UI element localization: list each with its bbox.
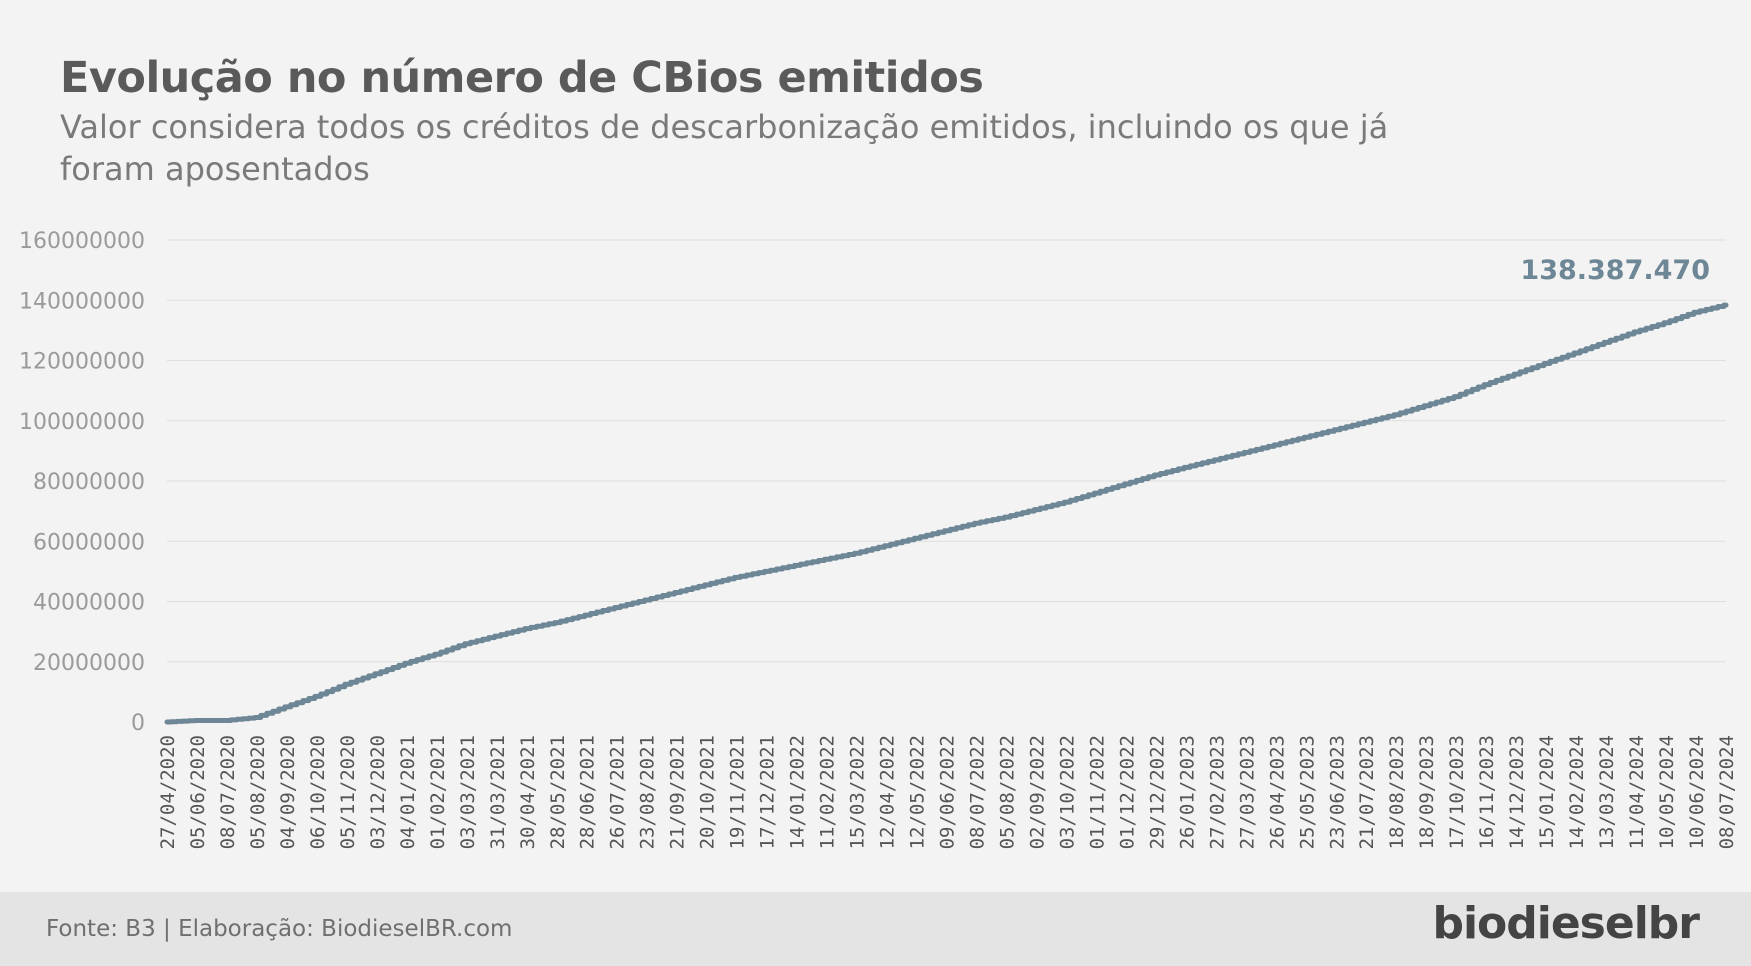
x-tick-label: 14/12/2023	[1506, 735, 1528, 849]
last-value-label: 138.387.470	[1520, 255, 1710, 286]
x-tick-label: 04/09/2020	[277, 735, 299, 849]
x-tick-label: 30/04/2021	[517, 735, 539, 849]
x-tick-label: 23/08/2021	[637, 735, 659, 849]
x-tick-label: 29/12/2022	[1146, 735, 1168, 849]
x-tick-label: 14/01/2022	[787, 735, 809, 849]
x-tick-label: 01/02/2021	[427, 735, 449, 849]
footer-bar: Fonte: B3 | Elaboração: BiodieselBR.com …	[0, 892, 1751, 966]
x-tick-label: 13/03/2024	[1596, 735, 1618, 849]
x-tick-label: 01/12/2022	[1116, 735, 1138, 849]
y-tick-label: 100000000	[19, 410, 145, 435]
brand-logo: biodieselbr	[1432, 898, 1700, 949]
x-tick-label: 23/06/2023	[1326, 735, 1348, 849]
x-tick-label: 02/09/2022	[1026, 735, 1048, 849]
x-tick-label: 11/04/2024	[1626, 735, 1648, 849]
x-tick-label: 14/02/2024	[1566, 735, 1588, 849]
chart-header: Evolução no número de CBios emitidos Val…	[60, 50, 1500, 190]
x-tick-label: 05/08/2022	[996, 735, 1018, 849]
y-tick-label: 140000000	[19, 289, 145, 314]
y-tick-label: 40000000	[33, 591, 145, 616]
x-tick-label: 26/04/2023	[1266, 735, 1288, 849]
x-tick-label: 31/03/2021	[487, 735, 509, 849]
x-tick-label: 27/03/2023	[1236, 735, 1258, 849]
series-line	[164, 302, 1729, 725]
x-tick-label: 18/09/2023	[1416, 735, 1438, 849]
x-tick-label: 03/03/2021	[457, 735, 479, 849]
x-tick-label: 27/02/2023	[1206, 735, 1228, 849]
x-tick-label: 05/11/2020	[337, 735, 359, 849]
x-tick-label: 05/06/2020	[187, 735, 209, 849]
x-tick-label: 15/03/2022	[847, 735, 869, 849]
y-tick-label: 80000000	[33, 470, 145, 495]
x-tick-label: 03/10/2022	[1056, 735, 1078, 849]
x-tick-label: 21/07/2023	[1356, 735, 1378, 849]
x-tick-label: 25/05/2023	[1296, 735, 1318, 849]
x-tick-label: 08/07/2022	[966, 735, 988, 849]
x-tick-label: 12/05/2022	[907, 735, 929, 849]
y-tick-label: 20000000	[33, 651, 145, 676]
x-tick-label: 10/06/2024	[1686, 735, 1708, 849]
chart-subtitle: Valor considera todos os créditos de des…	[60, 108, 1389, 188]
x-tick-label: 20/10/2021	[697, 735, 719, 849]
x-tick-label: 21/09/2021	[667, 735, 689, 849]
x-tick-label: 08/07/2020	[217, 735, 239, 849]
y-tick-label: 120000000	[19, 350, 145, 375]
x-tick-label: 03/12/2020	[367, 735, 389, 849]
x-tick-label: 28/06/2021	[577, 735, 599, 849]
chart-title: Evolução no número de CBios emitidos	[60, 53, 984, 103]
x-tick-label: 04/01/2021	[397, 735, 419, 849]
x-tick-label: 09/06/2022	[937, 735, 959, 849]
x-tick-label: 01/11/2022	[1086, 735, 1108, 849]
y-tick-label: 0	[131, 711, 145, 736]
x-tick-label: 06/10/2020	[307, 735, 329, 849]
x-tick-label: 27/04/2020	[157, 735, 179, 849]
x-tick-label: 26/07/2021	[607, 735, 629, 849]
x-tick-label: 10/05/2024	[1656, 735, 1678, 849]
x-tick-label: 08/07/2024	[1716, 735, 1738, 849]
source-credit: Fonte: B3 | Elaboração: BiodieselBR.com	[46, 916, 513, 942]
x-tick-label: 12/04/2022	[877, 735, 899, 849]
y-tick-label: 160000000	[19, 229, 145, 254]
x-tick-label: 11/02/2022	[817, 735, 839, 849]
x-tick-label: 17/10/2023	[1446, 735, 1468, 849]
y-tick-label: 60000000	[33, 530, 145, 555]
x-tick-label: 05/08/2020	[247, 735, 269, 849]
x-tick-label: 19/11/2021	[727, 735, 749, 849]
x-tick-label: 16/11/2023	[1476, 735, 1498, 849]
x-tick-label: 15/01/2024	[1536, 735, 1558, 849]
x-tick-label: 28/05/2021	[547, 735, 569, 849]
x-tick-label: 26/01/2023	[1176, 735, 1198, 849]
x-tick-label: 18/08/2023	[1386, 735, 1408, 849]
x-tick-label: 17/12/2021	[757, 735, 779, 849]
line-chart: 0 20000000 40000000 60000000 80000000 1000000…	[19, 229, 1738, 849]
